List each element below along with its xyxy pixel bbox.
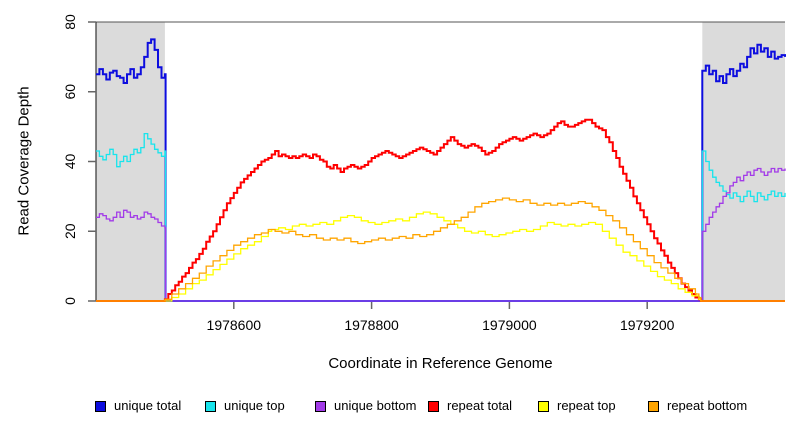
legend-swatch [95, 400, 106, 412]
legend-swatch [538, 400, 549, 412]
legend: unique total unique top unique bottom repea… [0, 399, 792, 417]
plot-svg: 0 20 40 60 80 1978600 1978800 1979000 1979200 [62, 14, 786, 333]
legend-item-unique-total: unique total [95, 399, 181, 413]
legend-label: repeat top [557, 398, 616, 413]
legend-item-repeat-bottom: repeat bottom [648, 399, 747, 413]
series-line-unique-top [96, 132, 786, 302]
legend-label: repeat total [447, 398, 513, 413]
y-tick-label: 0 [62, 297, 78, 305]
x-tick-label: 1979000 [482, 317, 537, 333]
legend-item-unique-bottom: unique bottom [315, 399, 416, 413]
shaded-region-1 [702, 22, 785, 301]
legend-label: repeat bottom [667, 398, 748, 413]
y-tick-label: 20 [62, 223, 78, 239]
series-line-repeat-total [96, 118, 785, 302]
x-tick-label: 1979200 [620, 317, 675, 333]
legend-item-repeat-top: repeat top [538, 399, 616, 413]
series-line-repeat-top [96, 211, 785, 302]
x-tick-label: 1978600 [207, 317, 262, 333]
series-line-unique-bottom [96, 167, 786, 302]
x-axis-title: Coordinate in Reference Genome [328, 355, 553, 372]
legend-item-repeat-total: repeat total [428, 399, 512, 413]
legend-item-unique-top: unique top [205, 399, 285, 413]
legend-swatch [315, 400, 326, 412]
series-line-unique-total [96, 38, 786, 302]
legend-label: unique total [114, 398, 182, 413]
legend-swatch [428, 400, 439, 412]
y-tick-label: 40 [62, 154, 78, 170]
series-line-repeat-bottom [96, 197, 785, 302]
legend-label: unique bottom [334, 398, 417, 413]
legend-label: unique top [224, 398, 285, 413]
x-tick-label: 1978800 [344, 317, 399, 333]
y-tick-label: 60 [62, 84, 78, 100]
legend-swatch [205, 400, 216, 412]
y-tick-label: 80 [62, 14, 78, 30]
y-axis-title: Read Coverage Depth [15, 86, 33, 236]
legend-swatch [648, 400, 659, 412]
